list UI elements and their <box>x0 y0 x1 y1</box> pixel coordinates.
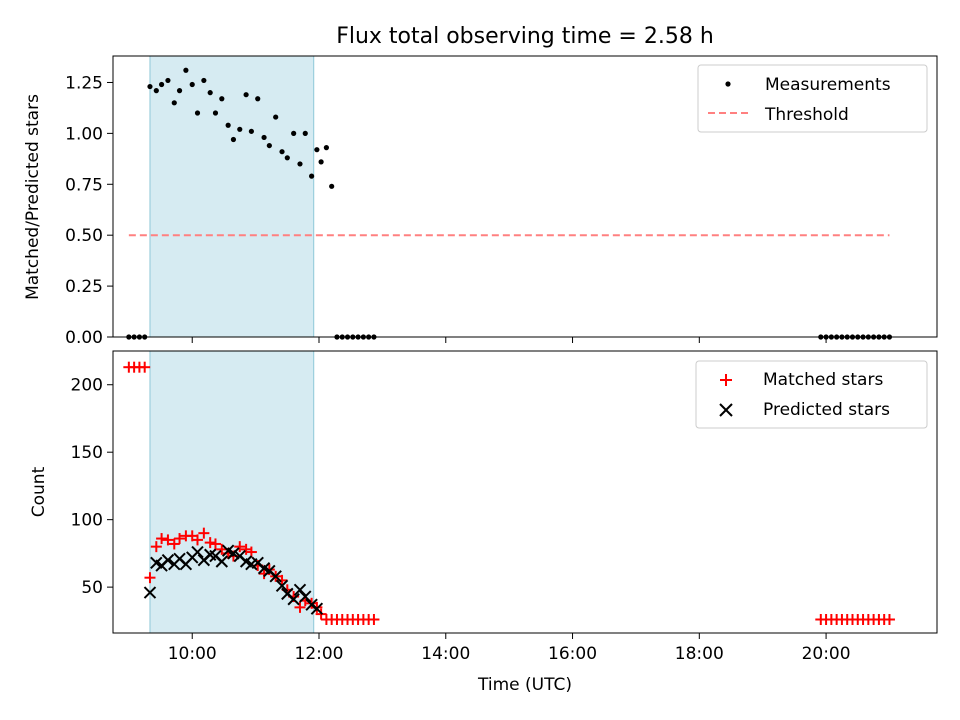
top-legend: Measurements Threshold <box>697 64 928 133</box>
matched-star-point <box>234 541 246 553</box>
legend-marker-measurements <box>725 81 731 87</box>
measurement-point <box>237 126 243 132</box>
measurement-point <box>153 88 159 94</box>
matched-star-point <box>204 537 216 549</box>
top-y-axis-label: Matched/Predicted stars <box>23 94 43 300</box>
measurement-point <box>207 90 213 96</box>
predicted-star-point <box>275 579 289 592</box>
matched-star-point <box>139 361 151 373</box>
y-tick-label: 0.75 <box>65 175 103 195</box>
y-tick-label: 200 <box>71 376 103 396</box>
predicted-star-point <box>287 593 300 606</box>
top-axes-frame <box>112 55 938 338</box>
x-tick-label: 12:00 <box>295 644 344 664</box>
measurement-point <box>309 173 315 179</box>
predicted-star-point <box>143 586 157 599</box>
measurement-point <box>284 155 290 161</box>
top-observing-window <box>149 55 315 338</box>
predicted-star-point <box>293 583 307 597</box>
matched-star-point <box>156 533 168 545</box>
y-tick-label: 150 <box>71 443 103 463</box>
chart-title: Flux total observing time = 2.58 h <box>336 24 714 49</box>
measurement-point <box>165 77 171 84</box>
x-tick-label: 14:00 <box>421 644 470 664</box>
y-tick-label: 0.00 <box>65 328 103 348</box>
x-tick-label: 20:00 <box>802 644 851 664</box>
matched-star-point <box>192 534 204 546</box>
predicted-star-point <box>299 590 312 603</box>
legend-label-measurements: Measurements <box>765 75 891 95</box>
measurement-point <box>230 136 237 143</box>
measurement-point <box>297 161 303 167</box>
measurement-point <box>266 142 272 149</box>
measurement-point <box>248 128 254 134</box>
bottom-panel: 50 100 150 200 10:00 12:00 14:00 16:00 18:00 20:… <box>29 350 938 695</box>
measurement-point <box>183 67 189 73</box>
bottom-y-axis-label: Count <box>29 466 49 517</box>
measurement-point <box>279 149 285 155</box>
predicted-star-point <box>269 570 282 583</box>
predicted-star-point <box>215 555 229 568</box>
y-tick-label: 0.50 <box>65 226 103 246</box>
measurement-point <box>147 83 153 90</box>
measurement-point <box>189 81 195 88</box>
y-tick-label: 1.00 <box>65 124 103 144</box>
legend-marker-predicted <box>719 403 733 417</box>
matched-star-point <box>174 533 186 545</box>
measurement-point <box>291 130 297 136</box>
measurement-point <box>171 100 177 106</box>
measurement-point <box>243 92 249 98</box>
measurement-point <box>194 110 201 116</box>
x-tick-label: 18:00 <box>675 644 724 664</box>
matched-star-point <box>209 538 221 550</box>
x-tick-label: 16:00 <box>548 644 597 664</box>
y-tick-label: 100 <box>71 511 103 531</box>
predicted-star-point <box>227 547 240 560</box>
y-tick-label: 0.25 <box>65 277 103 297</box>
legend-label-predicted: Predicted stars <box>763 400 890 420</box>
measurement-point <box>314 147 320 153</box>
measurement-point <box>323 145 329 151</box>
measurement-point <box>176 88 183 94</box>
top-panel: 0.00 0.25 0.50 0.75 1.00 1.25 Flux total obse… <box>23 24 938 348</box>
matched-star-point <box>294 601 306 613</box>
y-tick-label: 50 <box>81 578 103 598</box>
matched-star-point <box>198 527 210 539</box>
measurement-point <box>255 96 261 102</box>
measurement-point <box>261 134 267 141</box>
matched-star-point <box>144 572 156 584</box>
legend-label-matched: Matched stars <box>763 370 883 390</box>
predicted-star-point <box>161 553 175 567</box>
measurement-point <box>273 114 279 120</box>
x-tick-label: 10:00 <box>168 644 217 664</box>
measurement-point <box>201 77 207 84</box>
measurement-point <box>329 183 335 189</box>
measurement-point <box>225 122 231 128</box>
matched-star-point <box>883 614 895 626</box>
measurement-point <box>302 130 308 136</box>
measurement-point <box>212 110 219 116</box>
measurement-point <box>219 96 225 102</box>
y-tick-label: 1.25 <box>65 73 103 93</box>
matched-star-point <box>162 534 174 546</box>
legend-label-threshold: Threshold <box>764 105 849 125</box>
bottom-axes-frame <box>112 350 938 634</box>
matched-star-point <box>168 538 180 550</box>
x-axis-label: Time (UTC) <box>477 675 572 695</box>
matched-star-point <box>150 541 162 553</box>
matched-star-point <box>368 614 380 626</box>
measurement-point <box>158 81 165 88</box>
bottom-legend: Matched stars Predicted stars <box>695 360 928 429</box>
legend-marker-matched <box>720 374 732 386</box>
predicted-star-point <box>310 602 324 615</box>
measurement-point <box>318 159 324 165</box>
predicted-star-point <box>191 545 204 559</box>
matched-star-point <box>245 546 257 558</box>
